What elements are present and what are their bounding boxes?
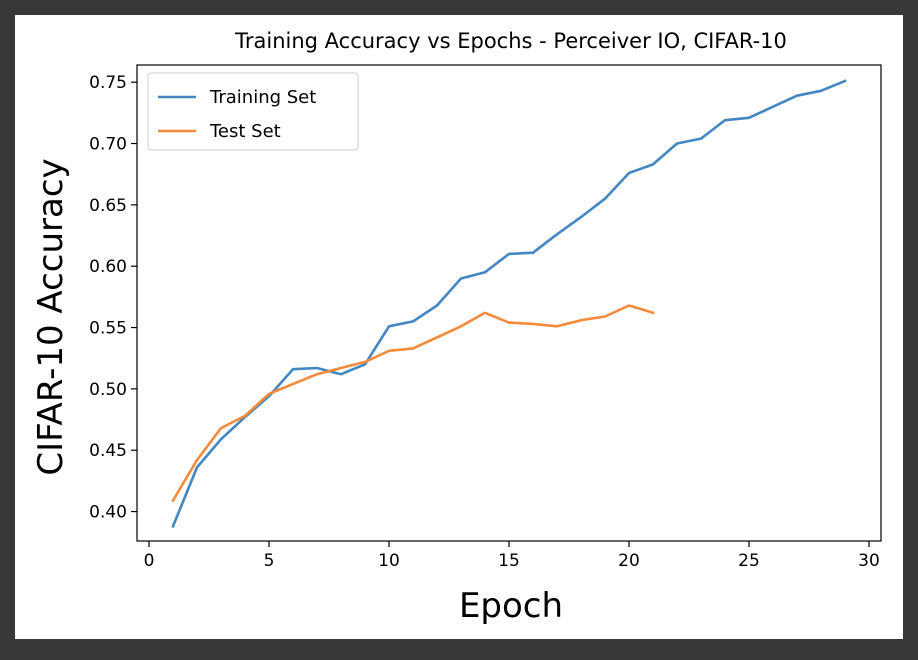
x-tick-label: 15 [498, 551, 520, 571]
y-axis-title: CIFAR-10 Accuracy [31, 158, 71, 475]
x-tick-label: 0 [144, 551, 155, 571]
legend-box [147, 72, 359, 151]
legend-label-1: Training Set [209, 87, 316, 108]
y-tick-label: 0.70 [89, 135, 127, 155]
plot-area: 0 5 10 15 20 25 30 0.40 0.45 0.50 0.55 0.60 0.65 0.70… [89, 64, 882, 571]
series-line-1 [171, 79, 847, 528]
y-tick-label: 0.40 [89, 503, 127, 523]
y-tick-label: 0.55 [89, 319, 127, 339]
x-axis-title: Epoch [459, 586, 563, 626]
y-tick-label: 0.65 [89, 196, 127, 216]
x-tick-label: 20 [618, 551, 640, 571]
line-chart: Training Accuracy vs Epochs - Perceiver … [31, 29, 882, 626]
series-line-2 [171, 304, 655, 503]
x-tick-label: 10 [378, 551, 400, 571]
chart-figure: Training Accuracy vs Epochs - Perceiver … [15, 15, 903, 639]
y-tick-label: 0.60 [89, 257, 127, 277]
y-tick-label: 0.50 [89, 380, 127, 400]
y-tick-label: 0.45 [89, 441, 127, 461]
x-tick-label: 30 [858, 551, 880, 571]
legend-label-2: Test Set [209, 121, 281, 142]
x-tick-label: 5 [264, 551, 275, 571]
y-tick-label: 0.75 [89, 73, 127, 93]
chart-title: Training Accuracy vs Epochs - Perceiver … [234, 29, 787, 53]
x-tick-label: 25 [738, 551, 760, 571]
